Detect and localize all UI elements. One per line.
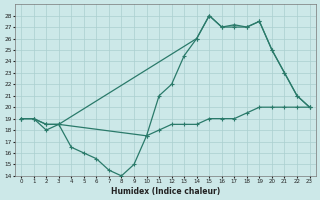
X-axis label: Humidex (Indice chaleur): Humidex (Indice chaleur) xyxy=(111,187,220,196)
